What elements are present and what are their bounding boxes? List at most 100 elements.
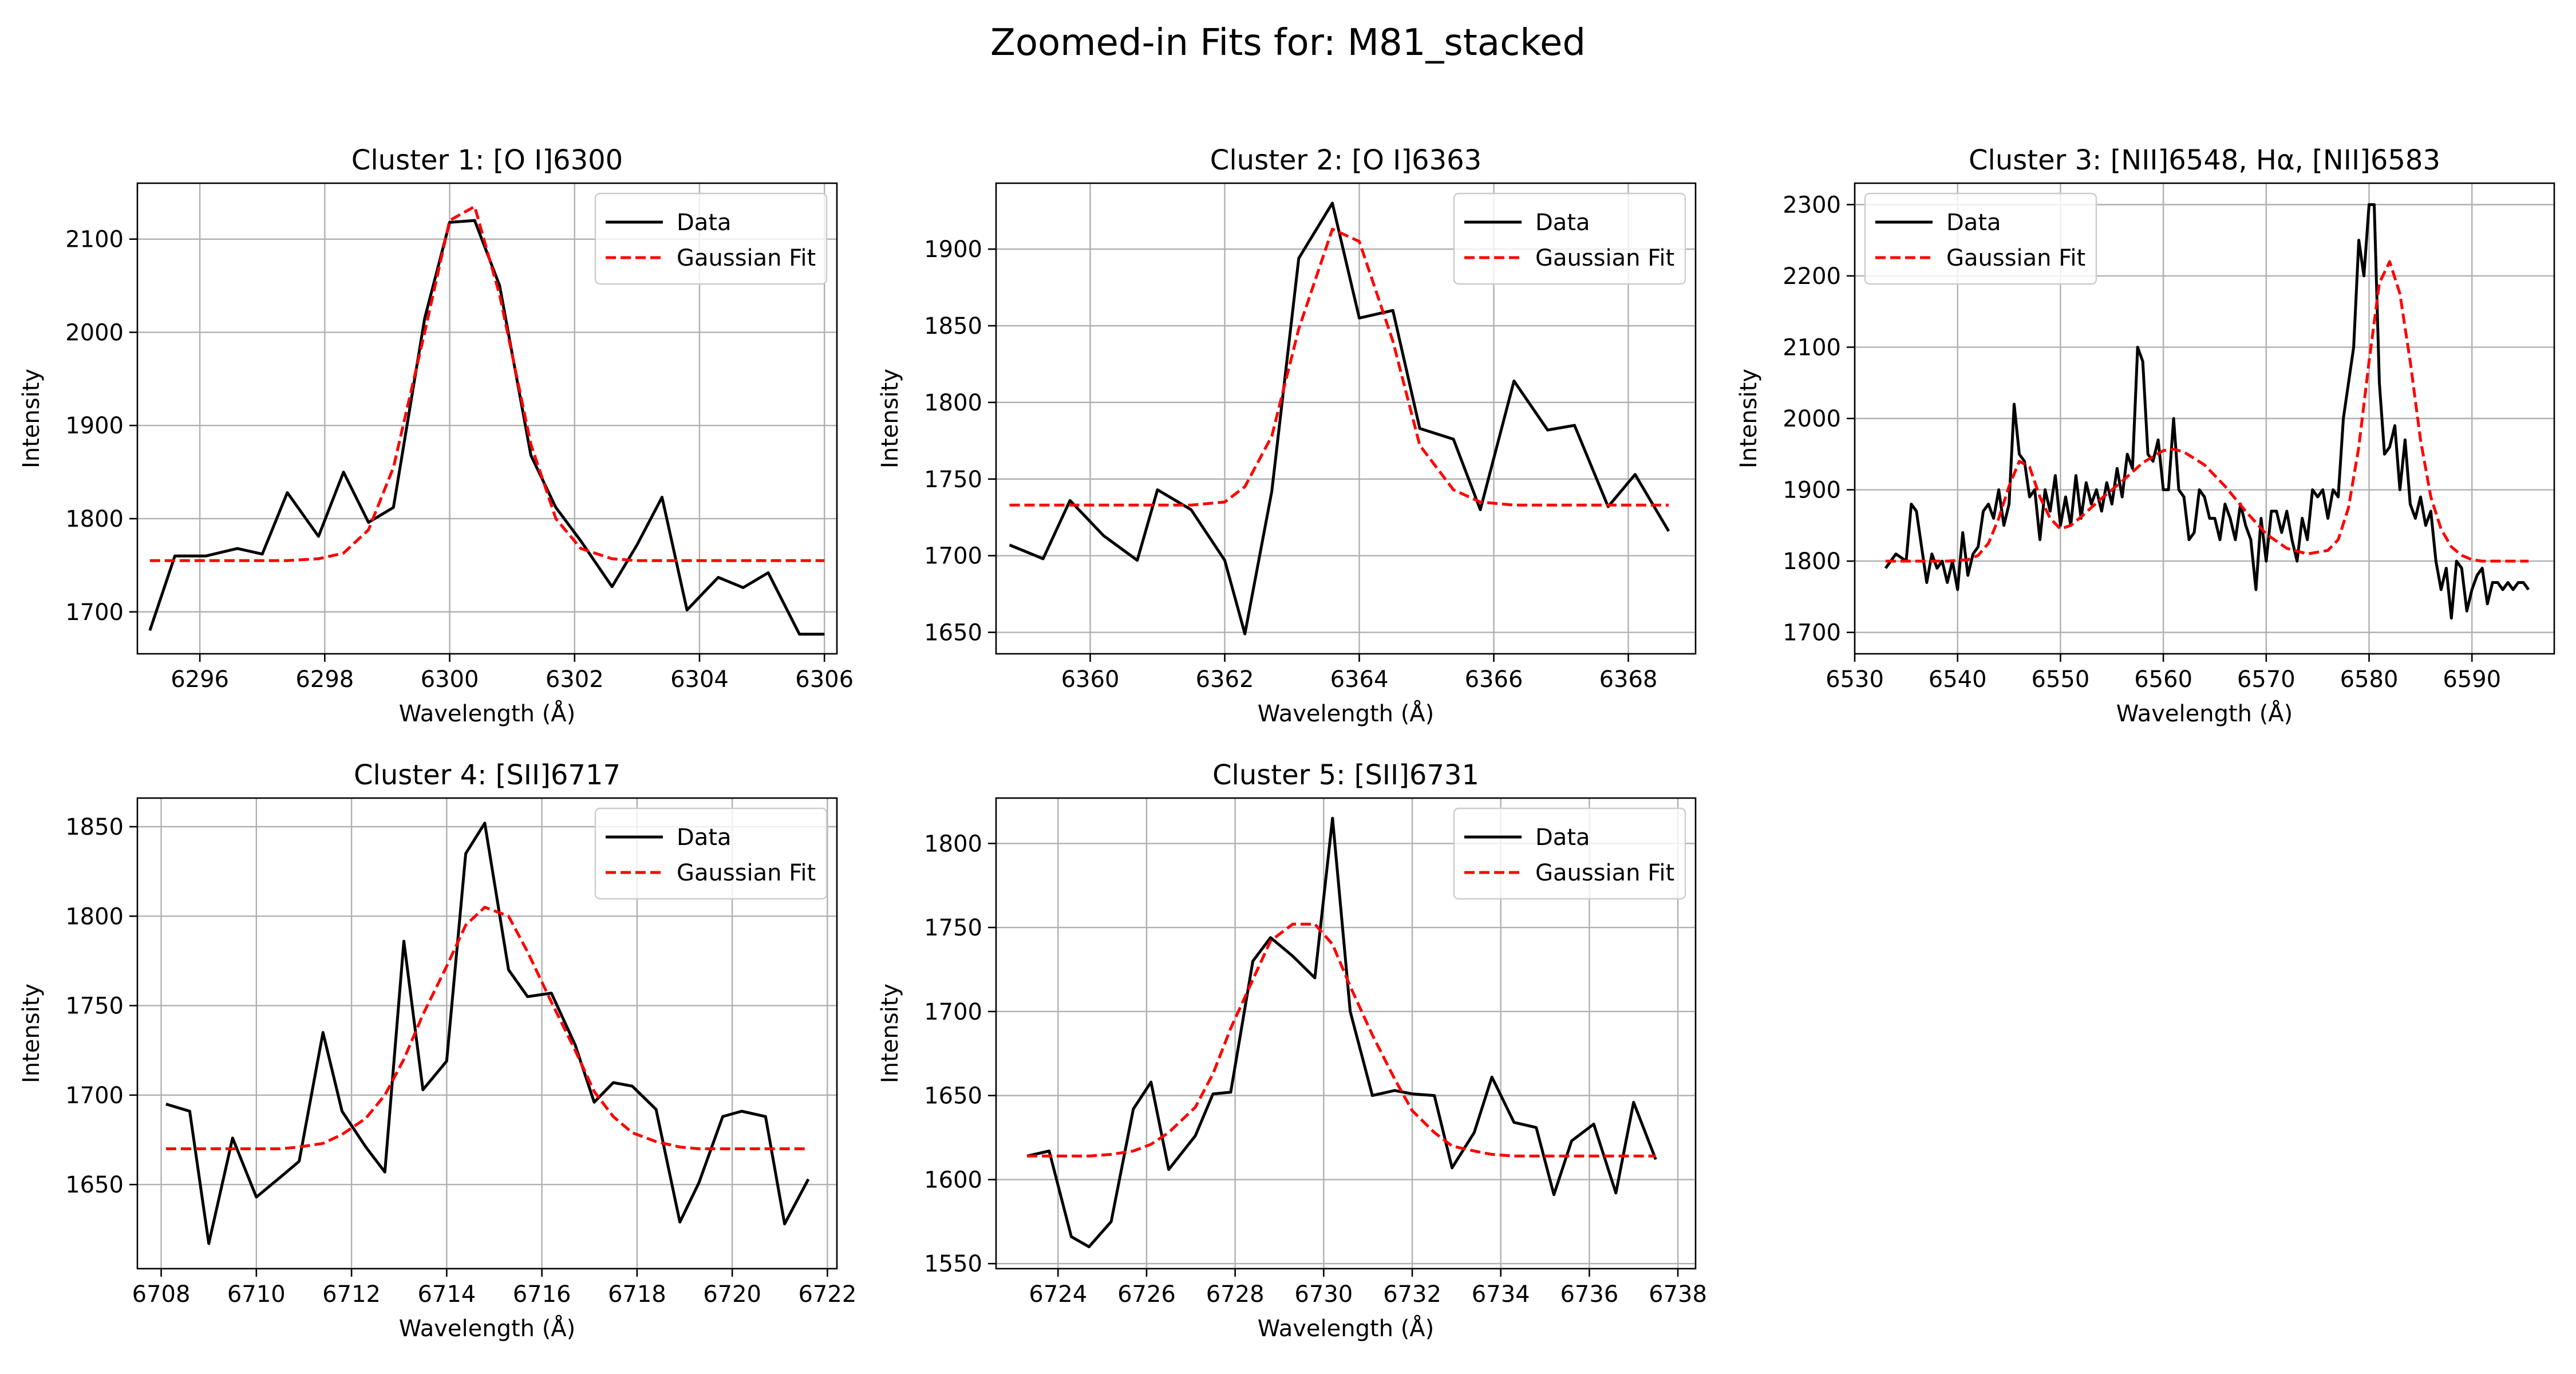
subplot-title: Cluster 4: [SII]6717 [354,759,621,791]
data-line [165,822,810,1245]
subplot-title: Cluster 1: [O I]6300 [351,144,623,176]
y-tick-label: 1800 [924,831,982,857]
x-tick-label: 6306 [795,666,854,693]
y-tick-label: 1550 [924,1251,982,1277]
x-tick-label: 6298 [295,666,354,693]
gaussian-fit-line [1027,922,1656,1158]
x-tick-label: 6360 [1061,666,1120,693]
x-tick-label: 6580 [2340,666,2399,693]
gaussian-fit-line [1009,227,1669,507]
legend-label: Gaussian Fit [677,245,816,271]
legend-label: Gaussian Fit [1535,860,1674,886]
x-tick-label: 6736 [1560,1281,1618,1308]
y-tick-label: 1700 [65,1083,124,1109]
subplot-title: Cluster 3: [NII]6548, Hα, [NII]6583 [1969,144,2440,176]
axes-frame [995,797,1697,1270]
y-axis-label: Intensity [1736,369,1762,468]
x-axis-label: Wavelength (Å) [2116,700,2293,727]
x-tick-label: 6726 [1117,1281,1176,1308]
y-axis-label: Intensity [18,369,45,468]
axes-frame [995,182,1697,655]
legend-label: Data [677,824,732,851]
legend-box [594,807,828,900]
legend: Data Gaussian Fit [594,192,828,285]
y-tick-label: 1750 [924,915,982,941]
axes-frame [136,182,838,655]
x-tick-label: 6296 [171,666,229,693]
y-tick-label: 1750 [65,993,124,1020]
x-tick-label: 6720 [703,1281,761,1308]
x-tick-label: 6712 [322,1281,381,1308]
x-tick-label: 6708 [132,1281,191,1308]
x-tick-label: 6366 [1465,666,1523,693]
y-tick-label: 1900 [65,413,124,439]
legend: Data Gaussian Fit [1453,807,1686,900]
legend: Data Gaussian Fit [594,807,828,900]
data-line [1009,202,1670,635]
subplot-3: 6530 6540 6550 6560 6570 6580 6590 1700 1800 1900… [1736,144,2555,727]
subplot-1: 6296 6298 6300 6302 6304 6306 1700 1800 1900 2000… [18,144,854,727]
y-tick-label: 1700 [924,543,982,570]
x-tick-label: 6530 [1826,666,1884,693]
y-tick-label: 1800 [1783,548,1841,575]
y-tick-label: 1600 [924,1167,982,1193]
x-tick-label: 6718 [608,1281,666,1308]
y-axis-label: Intensity [877,984,903,1083]
x-axis-label: Wavelength (Å) [399,700,576,727]
y-tick-label: 1750 [924,467,982,493]
legend-label: Data [1946,210,2001,236]
x-tick-label: 6724 [1029,1281,1087,1308]
y-tick-label: 1800 [65,903,124,930]
x-tick-label: 6540 [1929,666,1987,693]
x-tick-label: 6714 [417,1281,476,1308]
y-tick-label: 1850 [65,814,124,840]
y-tick-label: 1700 [924,999,982,1025]
x-tick-label: 6728 [1206,1281,1265,1308]
gaussian-fit-line [165,906,809,1151]
legend-box [1453,192,1686,285]
y-tick-label: 1800 [924,390,982,416]
x-tick-label: 6716 [513,1281,571,1308]
legend-label: Data [677,210,732,236]
y-tick-label: 1900 [1783,477,1841,504]
legend-label: Gaussian Fit [1946,245,2085,271]
x-tick-label: 6364 [1330,666,1389,693]
x-tick-label: 6722 [798,1281,856,1308]
x-axis-label: Wavelength (Å) [1258,700,1435,727]
y-tick-label: 2300 [1783,192,1841,218]
subplots: 6296 6298 6300 6302 6304 6306 1700 1800 1900 2000… [18,144,2555,1342]
x-tick-label: 6734 [1472,1281,1530,1308]
legend-box [594,192,828,285]
subplot-4: 6708 6710 6712 6714 6716 6718 6720 6722 1650 1700… [18,759,856,1342]
x-tick-label: 6362 [1196,666,1254,693]
y-tick-label: 1800 [65,506,124,532]
x-axis-label: Wavelength (Å) [399,1314,576,1342]
legend-label: Gaussian Fit [1535,245,1674,271]
x-tick-label: 6710 [227,1281,286,1308]
y-tick-label: 2100 [1783,334,1841,361]
y-tick-label: 1700 [65,599,124,626]
gaussian-fit-line [149,205,825,562]
subplot-2: 6360 6362 6364 6366 6368 1650 1700 1750 1800 1850… [877,144,1697,727]
data-line [1884,203,2530,620]
legend-label: Data [1535,824,1590,851]
gaussian-fit-line [1885,260,2529,563]
legend-box [1453,807,1686,900]
x-tick-label: 6560 [2134,666,2192,693]
x-tick-label: 6300 [421,666,479,693]
x-tick-label: 6570 [2237,666,2296,693]
subplot-title: Cluster 5: [SII]6731 [1212,759,1479,791]
subplot-title: Cluster 2: [O I]6363 [1210,144,1481,176]
x-tick-label: 6368 [1599,666,1658,693]
legend: Data Gaussian Fit [1453,192,1686,285]
x-tick-label: 6738 [1649,1281,1707,1308]
y-tick-label: 1650 [924,1083,982,1110]
y-axis-label: Intensity [18,984,45,1083]
x-tick-label: 6730 [1294,1281,1353,1308]
y-tick-label: 1700 [1783,620,1841,646]
y-tick-label: 2100 [65,227,124,253]
x-tick-label: 6302 [546,666,604,693]
y-tick-label: 2000 [65,319,124,346]
